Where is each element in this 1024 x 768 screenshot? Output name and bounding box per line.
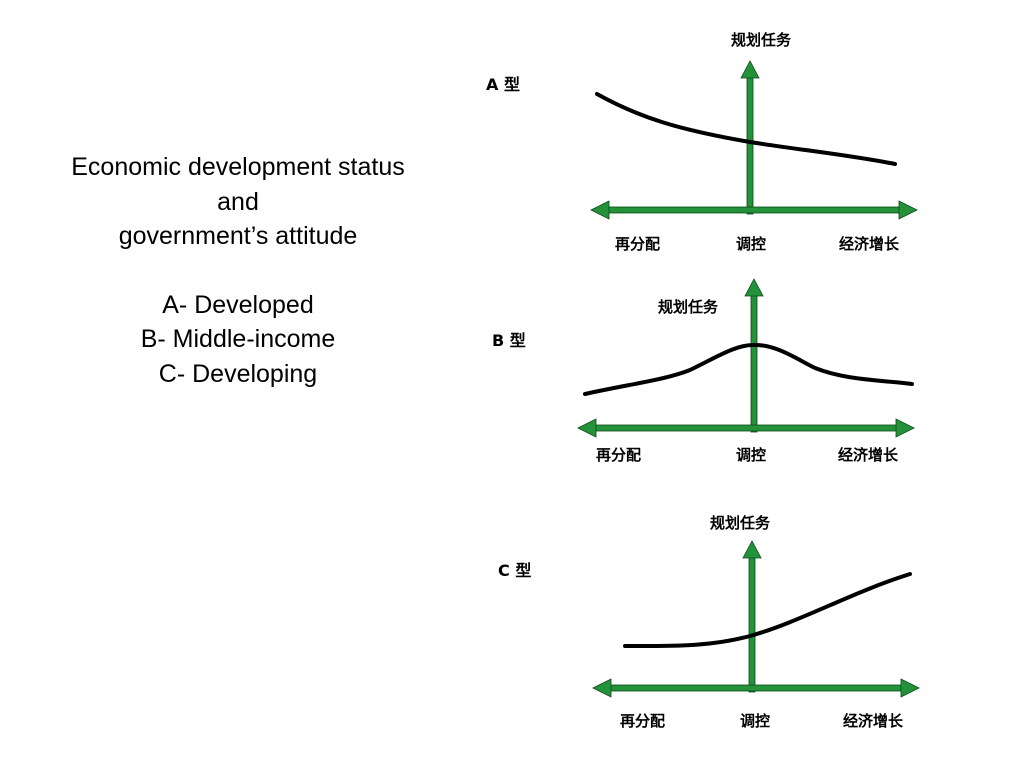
diagram-b-vertical-axis [744,278,764,433]
diagram-b: B 型 规划任务 再分配 调控 经济增长 [492,278,915,464]
diagram-b-type-label: B 型 [492,331,526,350]
diagram-a: A 型 规划任务 再分配 调控 经济增长 [486,31,918,253]
caption-item-a: A- Developed [162,290,314,319]
diagram-b-horizontal-axis [577,418,915,438]
diagram-b-right-label: 经济增长 [838,446,899,464]
diagram-a-left-label: 再分配 [615,235,660,253]
diagram-c-horizontal-axis [592,678,920,698]
diagram-c-right-label: 经济增长 [843,712,904,730]
diagram-c-left-label: 再分配 [620,712,665,730]
diagram-a-vertical-axis [740,60,760,215]
caption-title-line2: and [217,187,259,216]
caption-title-line1: Economic development status [71,153,405,181]
diagram-b-left-label: 再分配 [596,446,641,464]
caption: Economic development status and governme… [30,150,446,391]
caption-title-line3: government’s attitude [118,222,358,250]
diagram-a-curve [595,92,897,166]
diagram-c: C 型 规划任务 再分配 调控 经济增长 [498,514,920,730]
caption-item-b: B- Middle-income [140,325,336,353]
diagram-c-mid-label: 调控 [740,712,770,730]
caption-item-c: C- Developing [158,359,318,388]
diagram-b-mid-label: 调控 [736,446,766,464]
diagram-c-curve [623,572,912,649]
diagram-c-vertical-axis [742,540,762,693]
diagram-b-curve [583,342,914,396]
diagram-a-type-label: A 型 [486,75,520,94]
diagram-a-horizontal-axis [590,200,918,220]
diagram-c-type-label: C 型 [498,561,531,580]
diagram-a-right-label: 经济增长 [839,235,900,253]
diagram-a-top-label: 规划任务 [731,31,792,49]
diagram-b-top-label: 规划任务 [658,298,719,316]
diagram-a-mid-label: 调控 [736,235,766,253]
diagram-c-top-label: 规划任务 [710,514,771,532]
